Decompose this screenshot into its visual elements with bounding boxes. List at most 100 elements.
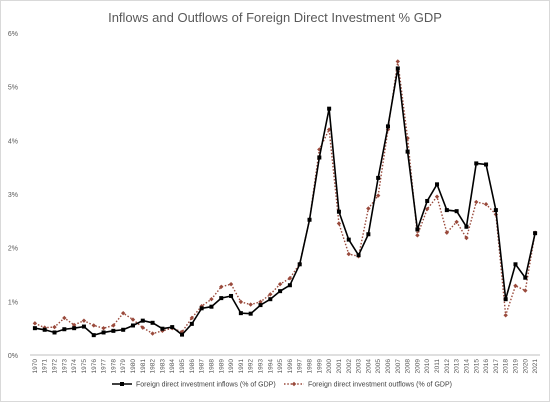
inflow-point	[111, 328, 116, 333]
x-tick-label: 2011	[434, 359, 441, 373]
x-tick-label: 1991	[238, 359, 245, 374]
outflow-point	[150, 331, 155, 336]
inflow-point	[405, 149, 410, 154]
outflow-point	[268, 292, 273, 297]
inflow-point	[493, 208, 498, 213]
x-tick-label: 2001	[336, 359, 343, 374]
x-tick-label: 1977	[101, 359, 108, 374]
inflow-point	[366, 232, 371, 237]
x-tick-label: 2009	[414, 359, 421, 374]
x-tick-label: 2020	[522, 359, 529, 374]
inflow-point	[533, 231, 538, 236]
inflow-point	[454, 209, 459, 214]
inflow-point	[62, 327, 67, 332]
inflow-point	[199, 306, 204, 311]
x-tick-label: 2003	[356, 359, 363, 374]
inflow-point	[121, 327, 126, 332]
outflow-point	[32, 321, 38, 326]
legend-label: Foreign direct investment outflows (% of…	[308, 382, 452, 389]
x-tick-label: 1989	[218, 359, 225, 374]
inflow-point	[160, 326, 165, 331]
inflow-point	[444, 208, 449, 213]
outflow-point	[346, 251, 351, 257]
outflow-point	[258, 299, 263, 305]
outflow-point	[209, 296, 214, 302]
inflow-point	[278, 289, 283, 294]
outflow-point	[238, 299, 244, 305]
inflow-point	[229, 293, 234, 298]
outflow-point	[425, 206, 430, 212]
outflow-point	[503, 313, 508, 318]
outflow-point	[120, 310, 126, 316]
x-tick-label: 2002	[346, 359, 353, 374]
x-tick-label: 2007	[395, 359, 402, 374]
x-axis: 1970 1971 1972 1973 1974 1975 1976 1977 1978 1979…	[32, 359, 539, 374]
inflow-point	[258, 303, 263, 308]
legend-swatch-marker	[120, 382, 124, 386]
x-tick-label: 2010	[424, 359, 431, 374]
x-tick-label: 1985	[179, 359, 186, 374]
x-tick-label: 1972	[52, 359, 59, 374]
outflow-point	[62, 315, 67, 321]
x-tick-label: 1993	[257, 359, 264, 374]
x-tick-label: 2016	[483, 359, 490, 374]
x-tick-label: 1988	[208, 359, 215, 374]
inflow-point	[209, 304, 214, 309]
inflow-point	[503, 297, 508, 302]
outflow-point	[248, 302, 253, 307]
x-tick-label: 1983	[159, 359, 166, 374]
x-tick-label: 1995	[277, 359, 284, 374]
inflow-point	[150, 320, 155, 325]
outflow-point	[395, 59, 400, 64]
y-tick-label: 6%	[8, 31, 18, 38]
outflow-point	[444, 230, 450, 235]
inflow-point	[307, 217, 312, 222]
outflow-point	[366, 206, 371, 211]
y-tick-label: 1%	[8, 299, 18, 306]
inflow-point	[464, 224, 469, 229]
inflow-point	[32, 326, 37, 331]
x-tick-label: 1990	[228, 359, 235, 374]
outflow-point	[189, 315, 195, 321]
x-tick-label: 1986	[189, 359, 196, 374]
x-tick-label: 1994	[267, 359, 274, 374]
inflow-point	[484, 162, 489, 167]
x-tick-label: 2015	[473, 359, 480, 374]
x-tick-label: 1976	[91, 359, 98, 374]
x-tick-label: 1992	[248, 359, 255, 374]
outflow-point	[199, 303, 204, 309]
y-tick-label: 0%	[8, 353, 18, 360]
outflow-point	[228, 281, 234, 287]
inflow-point	[336, 209, 341, 214]
legend-swatch-marker	[291, 381, 297, 387]
outflow-point	[52, 324, 57, 330]
x-tick-label: 1973	[61, 359, 68, 374]
inflow-point	[346, 237, 351, 242]
chart-title: Inflows and Outflows of Foreign Direct I…	[108, 10, 442, 25]
inflow-point	[81, 324, 86, 329]
outflow-point	[474, 199, 479, 205]
inflow-point	[101, 330, 106, 335]
inflow-point	[140, 318, 145, 323]
inflow-point	[130, 323, 135, 328]
x-tick-label: 2000	[326, 359, 333, 374]
outflow-point	[81, 318, 87, 323]
outflow-point	[111, 323, 116, 328]
inflow-point	[287, 283, 292, 288]
x-tick-label: 2005	[375, 359, 382, 374]
x-tick-label: 2021	[532, 359, 539, 374]
x-tick-label: 2008	[405, 359, 412, 374]
outflow-point	[523, 288, 528, 293]
x-tick-label: 1980	[130, 359, 137, 374]
x-tick-label: 1979	[120, 359, 127, 374]
outflow-point	[483, 201, 489, 207]
x-tick-label: 1971	[42, 359, 49, 374]
inflow-point	[523, 275, 528, 280]
outflow-point	[91, 323, 96, 328]
inflow-point	[180, 332, 185, 337]
legend-label: Foreign direct investment inflows (% of …	[136, 382, 276, 389]
x-tick-label: 1975	[81, 359, 88, 374]
x-tick-label: 1970	[32, 359, 39, 374]
series-line-outflows	[34, 61, 536, 335]
